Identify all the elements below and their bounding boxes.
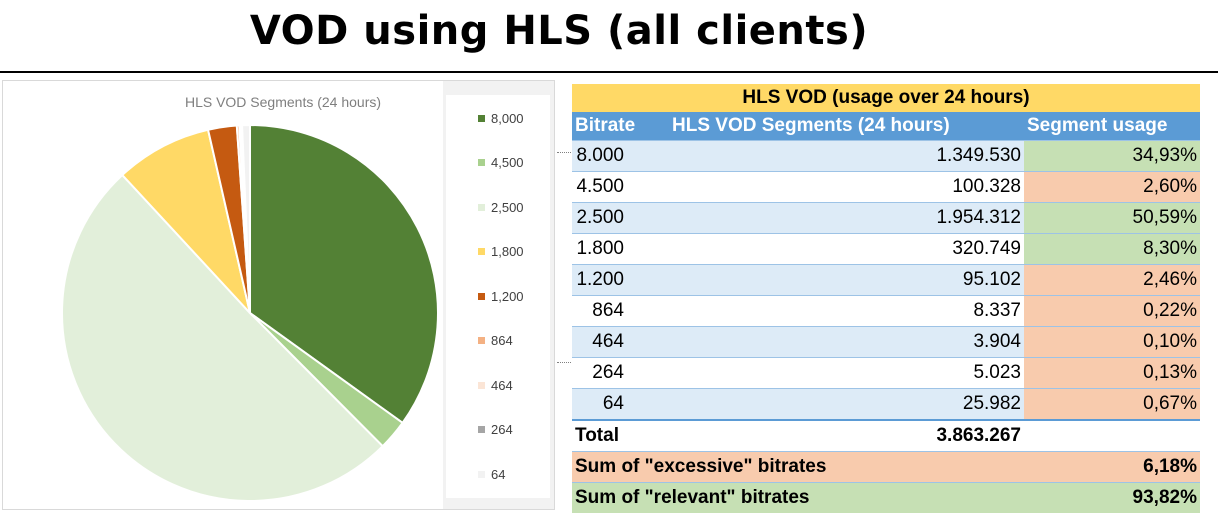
- pie-slice-8,000: [249, 123, 439, 425]
- usage-table: HLS VOD (usage over 24 hours) Bitrate HL…: [572, 84, 1200, 513]
- table-body: 8.000 1.349.530 34,93% 4.500 100.328 2,60% 2.5…: [572, 140, 1200, 421]
- pie-slice-64: [241, 123, 251, 314]
- legend-item: 4,500: [478, 155, 524, 171]
- cell-bitrate: 864: [572, 295, 666, 327]
- plot-area: HLS VOD Segments (24 hours): [3, 81, 443, 509]
- cell-usage: 0,13%: [1024, 357, 1200, 389]
- total-value: 3.863.267: [666, 419, 1024, 452]
- chart-title: HLS VOD Segments (24 hours): [185, 94, 381, 110]
- table-row: 2.500 1.954.312 50,59%: [572, 202, 1200, 234]
- legend-item: 864: [478, 333, 513, 349]
- dotted-connector: [557, 152, 573, 153]
- chart-legend: 8,000 4,500 2,500 1,800 1,200 864 464 264 64: [446, 95, 550, 498]
- legend-item: 464: [478, 377, 513, 393]
- table-row: 4.500 100.328 2,60%: [572, 171, 1200, 203]
- total-label: Total: [572, 419, 666, 452]
- table-row: 8.000 1.349.530 34,93%: [572, 140, 1200, 172]
- legend-swatch: [478, 381, 485, 389]
- cell-bitrate: 64: [572, 388, 666, 421]
- legend-item: 264: [478, 422, 513, 438]
- cell-segments: 320.749: [666, 233, 1024, 265]
- cell-segments: 25.982: [666, 388, 1024, 421]
- legend-label: 264: [491, 422, 513, 437]
- cell-usage: 2,46%: [1024, 264, 1200, 296]
- legend-label: 8,000: [491, 110, 524, 126]
- cell-usage: 0,10%: [1024, 326, 1200, 358]
- legend-swatch: [478, 292, 485, 300]
- relevant-label: Sum of "relevant" bitrates: [572, 482, 1024, 513]
- header-bitrate: Bitrate: [572, 112, 666, 141]
- legend-label: 64: [491, 466, 506, 482]
- cell-segments: 1.954.312: [666, 202, 1024, 234]
- pie-slice-2,500: [61, 173, 385, 502]
- cell-usage: 50,59%: [1024, 202, 1200, 234]
- total-row: Total 3.863.267: [572, 419, 1200, 452]
- legend-label: 4,500: [491, 155, 524, 170]
- cell-bitrate: 8.000: [572, 140, 666, 172]
- cell-usage: 8,30%: [1024, 233, 1200, 265]
- table-row: 1.200 95.102 2,46%: [572, 264, 1200, 296]
- cell-usage: 0,67%: [1024, 388, 1200, 421]
- excessive-row: Sum of "excessive" bitrates 6,18%: [572, 451, 1200, 483]
- legend-item: 1,200: [478, 288, 524, 304]
- legend-label: 864: [491, 333, 513, 348]
- cell-segments: 3.904: [666, 326, 1024, 358]
- table-header-row: Bitrate HLS VOD Segments (24 hours) Segm…: [572, 112, 1200, 141]
- header-segments: HLS VOD Segments (24 hours): [666, 112, 1024, 141]
- cell-bitrate: 264: [572, 357, 666, 389]
- header-usage: Segment usage: [1024, 112, 1200, 141]
- legend-label: 464: [491, 377, 513, 393]
- legend-swatch: [478, 248, 485, 255]
- legend-item: 8,000: [478, 110, 524, 126]
- legend-label: 1,200: [491, 288, 524, 304]
- table-row: 64 25.982 0,67%: [572, 388, 1200, 421]
- legend-swatch: [478, 114, 485, 122]
- excessive-label: Sum of "excessive" bitrates: [572, 451, 1024, 483]
- legend-label: 2,500: [491, 199, 524, 215]
- cell-bitrate: 1.200: [572, 264, 666, 296]
- page-title: VOD using HLS (all clients): [249, 8, 869, 54]
- cell-segments: 95.102: [666, 264, 1024, 296]
- table-row: 264 5.023 0,13%: [572, 357, 1200, 389]
- cell-segments: 5.023: [666, 357, 1024, 389]
- table-row: 864 8.337 0,22%: [572, 295, 1200, 327]
- legend-item: 1,800: [478, 244, 524, 260]
- legend-swatch: [478, 470, 485, 478]
- legend-swatch: [478, 159, 485, 166]
- legend-swatch: [478, 426, 485, 433]
- cell-bitrate: 4.500: [572, 171, 666, 203]
- cell-segments: 1.349.530: [666, 140, 1024, 172]
- legend-item: 64: [478, 466, 505, 482]
- cell-usage: 2,60%: [1024, 171, 1200, 203]
- dotted-connector: [557, 362, 573, 363]
- cell-bitrate: 464: [572, 326, 666, 358]
- legend-label: 1,800: [491, 244, 524, 259]
- cell-bitrate: 1.800: [572, 233, 666, 265]
- table-caption: HLS VOD (usage over 24 hours): [572, 84, 1200, 112]
- chart-panel[interactable]: HLS VOD Segments (24 hours) 8,000 4,500 2,…: [2, 80, 555, 510]
- table-row: 464 3.904 0,10%: [572, 326, 1200, 358]
- relevant-row: Sum of "relevant" bitrates 93,82%: [572, 482, 1200, 513]
- legend-swatch: [478, 203, 485, 211]
- cell-usage: 34,93%: [1024, 140, 1200, 172]
- pie-chart: HLS VOD Segments (24 hours): [61, 94, 439, 502]
- cell-usage: 0,22%: [1024, 295, 1200, 327]
- excessive-value: 6,18%: [1024, 451, 1200, 483]
- relevant-value: 93,82%: [1024, 482, 1200, 513]
- legend-item: 2,500: [478, 199, 524, 215]
- cell-segments: 8.337: [666, 295, 1024, 327]
- table-caption-row: HLS VOD (usage over 24 hours): [572, 84, 1200, 112]
- cell-segments: 100.328: [666, 171, 1024, 203]
- legend-swatch: [478, 337, 485, 344]
- pie-slices: [61, 123, 439, 502]
- title-divider: [0, 71, 1218, 73]
- total-empty: [1024, 419, 1200, 452]
- cell-bitrate: 2.500: [572, 202, 666, 234]
- table-row: 1.800 320.749 8,30%: [572, 233, 1200, 265]
